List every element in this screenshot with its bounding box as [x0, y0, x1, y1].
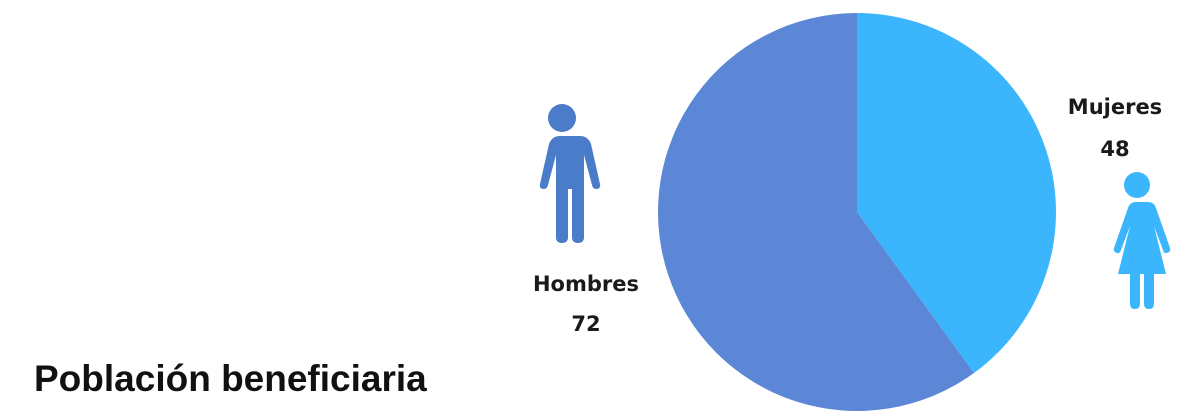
slice-label: Mujeres [1068, 95, 1162, 119]
slice-value: 72 [571, 312, 600, 336]
slice-label: Hombres [533, 272, 639, 296]
pie-slice [658, 13, 974, 411]
slice-value: 48 [1100, 137, 1129, 161]
chart-title: Población beneficiaria [34, 358, 427, 399]
pie-slice [857, 13, 1056, 373]
pie [658, 13, 1056, 411]
man-icon [539, 104, 601, 243]
woman-icon [1113, 172, 1171, 309]
